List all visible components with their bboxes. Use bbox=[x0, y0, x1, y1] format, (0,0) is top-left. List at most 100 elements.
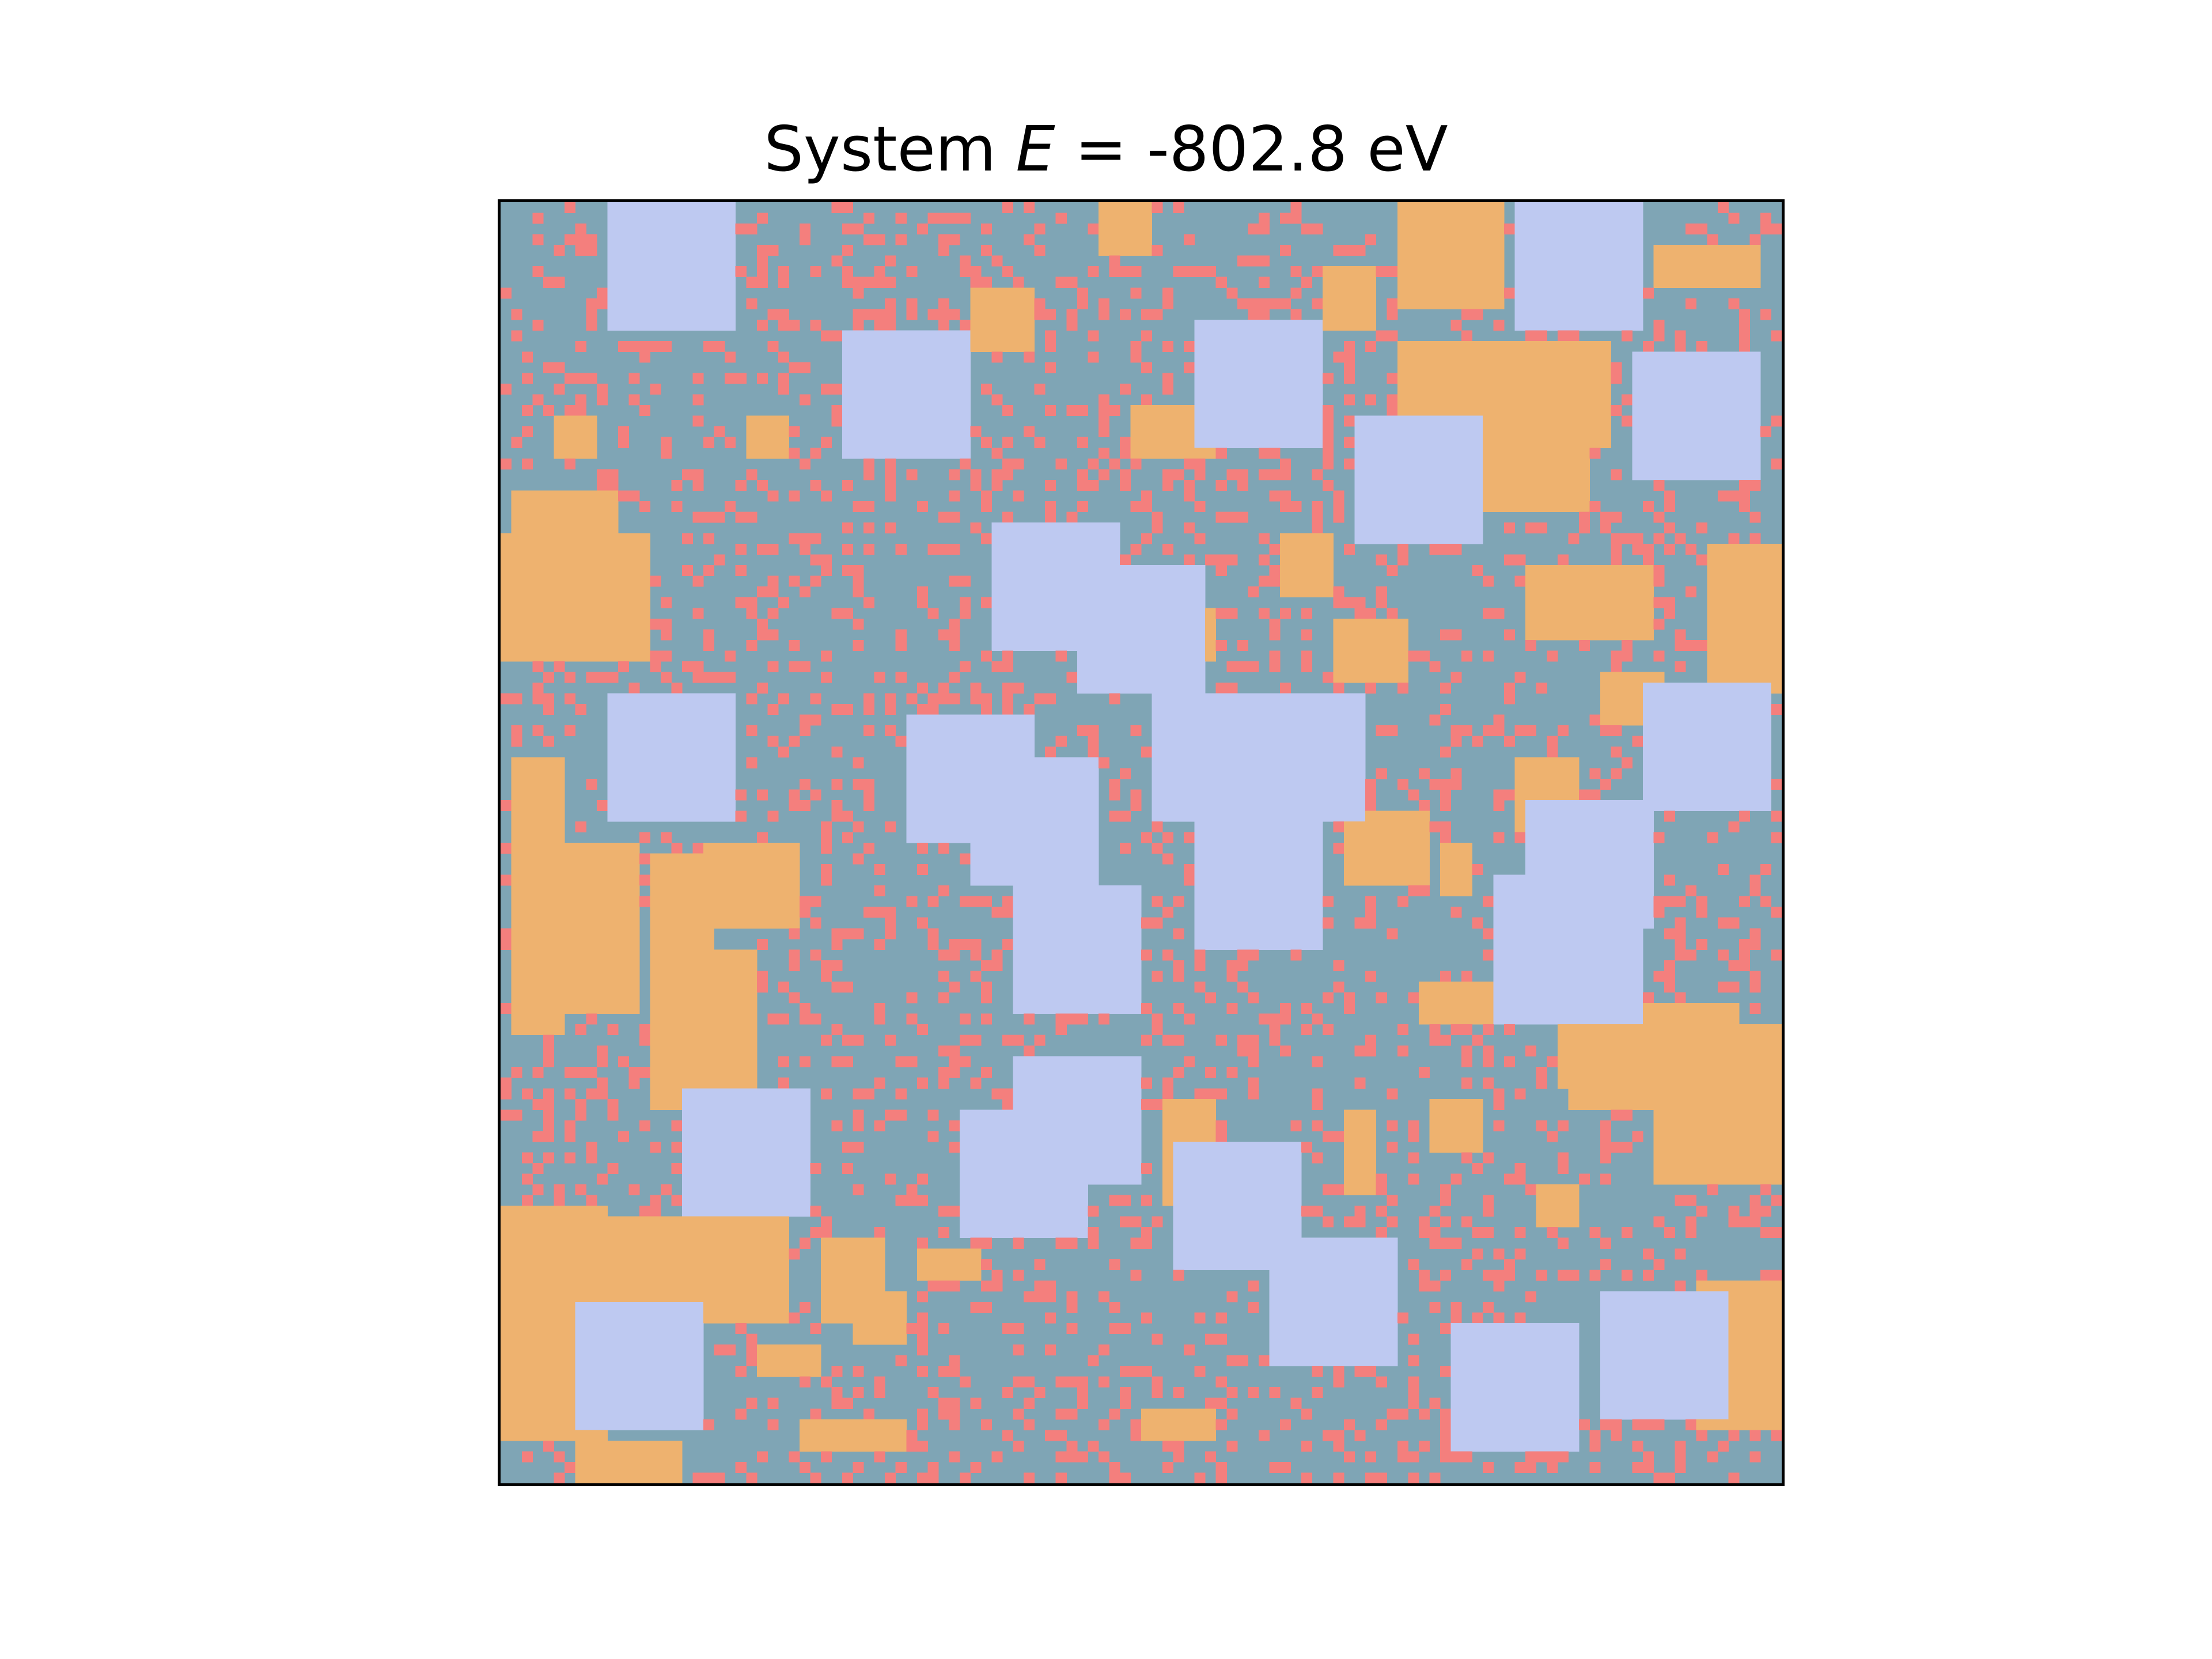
orange-domain-cell bbox=[1429, 1109, 1483, 1121]
lavender-domain-cell bbox=[959, 1206, 1088, 1217]
dispersed-cell bbox=[981, 437, 993, 448]
dispersed-cell bbox=[1354, 917, 1377, 929]
dispersed-cell bbox=[714, 1344, 736, 1356]
dispersed-cell bbox=[1024, 426, 1035, 438]
dispersed-cell bbox=[1632, 1131, 1643, 1142]
dispersed-cell bbox=[1653, 896, 1686, 907]
orange-domain-cell bbox=[501, 650, 650, 662]
dispersed-cell bbox=[1226, 287, 1238, 299]
dispersed-cell bbox=[810, 479, 821, 491]
orange-domain-cell bbox=[970, 309, 1035, 320]
dispersed-cell bbox=[778, 276, 789, 288]
orange-domain-cell bbox=[1323, 287, 1377, 299]
dispersed-cell bbox=[756, 479, 768, 491]
dispersed-cell bbox=[522, 1451, 533, 1463]
dispersed-cell bbox=[981, 224, 993, 235]
lavender-domain-cell bbox=[607, 800, 736, 811]
lavender-domain-cell bbox=[1450, 1376, 1580, 1388]
dispersed-cell bbox=[1141, 1003, 1153, 1014]
dispersed-cell bbox=[596, 800, 608, 811]
dispersed-cell bbox=[1323, 458, 1334, 469]
dispersed-cell bbox=[692, 843, 704, 854]
dispersed-cell bbox=[799, 778, 810, 790]
lavender-domain-cell bbox=[1013, 938, 1142, 950]
dispersed-cell bbox=[1749, 234, 1761, 245]
dispersed-cell bbox=[1365, 907, 1377, 918]
dispersed-cell bbox=[1024, 202, 1035, 214]
orange-domain-cell bbox=[554, 426, 597, 438]
lavender-domain-cell bbox=[1514, 224, 1643, 235]
orange-domain-cell bbox=[1525, 597, 1654, 608]
orange-domain-cell bbox=[1728, 1376, 1782, 1388]
lavender-domain-cell bbox=[1173, 1141, 1302, 1153]
dispersed-cell bbox=[1088, 330, 1099, 342]
dispersed-cell bbox=[1771, 458, 1782, 469]
dispersed-cell bbox=[1685, 586, 1697, 598]
dispersed-cell bbox=[789, 1312, 800, 1324]
dispersed-cell bbox=[1472, 1248, 1483, 1260]
lavender-domain-cell bbox=[906, 821, 1099, 832]
orange-domain-cell bbox=[1141, 1430, 1217, 1441]
lavender-domain-cell bbox=[1077, 683, 1206, 694]
dispersed-cell bbox=[1248, 309, 1270, 320]
dispersed-cell bbox=[596, 1056, 608, 1067]
orange-domain-cell bbox=[511, 757, 565, 768]
dispersed-cell bbox=[703, 437, 715, 448]
dispersed-cell bbox=[959, 896, 993, 907]
dispersed-cell bbox=[522, 373, 533, 384]
dispersed-cell bbox=[1653, 618, 1665, 630]
orange-domain-cell bbox=[1483, 501, 1590, 512]
lavender-domain-cell bbox=[959, 1120, 1142, 1131]
orange-domain-cell bbox=[1397, 298, 1505, 309]
dispersed-cell bbox=[1643, 992, 1654, 1003]
dispersed-cell bbox=[885, 725, 896, 737]
dispersed-cell bbox=[1749, 971, 1761, 982]
dispersed-cell bbox=[522, 1152, 533, 1164]
dispersed-cell bbox=[703, 533, 715, 544]
dispersed-cell bbox=[1141, 949, 1153, 961]
orange-domain-cell bbox=[501, 565, 650, 577]
dispersed-cell bbox=[1194, 1366, 1206, 1377]
dispersed-cell bbox=[970, 693, 993, 704]
lavender-domain-cell bbox=[1493, 938, 1643, 950]
dispersed-cell bbox=[1653, 597, 1676, 608]
dispersed-cell bbox=[949, 1419, 960, 1430]
dispersed-cell bbox=[778, 597, 789, 608]
dispersed-cell bbox=[1600, 1120, 1611, 1131]
dispersed-cell bbox=[1109, 1408, 1120, 1420]
orange-domain-cell bbox=[501, 544, 650, 555]
dispersed-cell bbox=[1493, 1248, 1505, 1260]
lavender-domain-cell bbox=[1354, 501, 1483, 512]
dispersed-cell bbox=[1514, 725, 1537, 737]
dispersed-cell bbox=[916, 1408, 928, 1420]
lavender-domain-cell bbox=[1152, 736, 1366, 747]
lavender-domain-cell bbox=[906, 747, 1035, 758]
dispersed-cell bbox=[927, 1387, 939, 1399]
lavender-domain-cell bbox=[575, 1334, 704, 1345]
lavender-domain-cell bbox=[1194, 319, 1323, 331]
dispersed-cell bbox=[1578, 522, 1590, 534]
dispersed-cell bbox=[1312, 1120, 1323, 1131]
orange-domain-cell bbox=[511, 896, 640, 907]
orange-domain-cell bbox=[1130, 405, 1195, 416]
dispersed-cell bbox=[501, 1003, 512, 1014]
dispersed-cell bbox=[1323, 405, 1334, 416]
dispersed-cell bbox=[639, 405, 650, 416]
dispersed-cell bbox=[874, 1013, 885, 1025]
dispersed-cell bbox=[1323, 479, 1334, 491]
dispersed-cell bbox=[1514, 832, 1526, 843]
dispersed-cell bbox=[1514, 575, 1526, 587]
orange-domain-cell bbox=[1333, 639, 1408, 651]
orange-domain-cell bbox=[1162, 1109, 1217, 1121]
dispersed-cell bbox=[916, 1312, 928, 1324]
dispersed-cell bbox=[938, 234, 960, 245]
orange-domain-cell bbox=[1514, 778, 1580, 790]
dispersed-cell bbox=[895, 1355, 907, 1366]
dispersed-cell bbox=[927, 544, 960, 555]
dispersed-cell bbox=[1141, 1099, 1163, 1110]
dispersed-cell bbox=[1184, 1013, 1195, 1025]
orange-domain-cell bbox=[1707, 672, 1782, 683]
dispersed-cell bbox=[1184, 554, 1195, 566]
dispersed-cell bbox=[1119, 1366, 1153, 1377]
dispersed-cell bbox=[1493, 832, 1505, 843]
